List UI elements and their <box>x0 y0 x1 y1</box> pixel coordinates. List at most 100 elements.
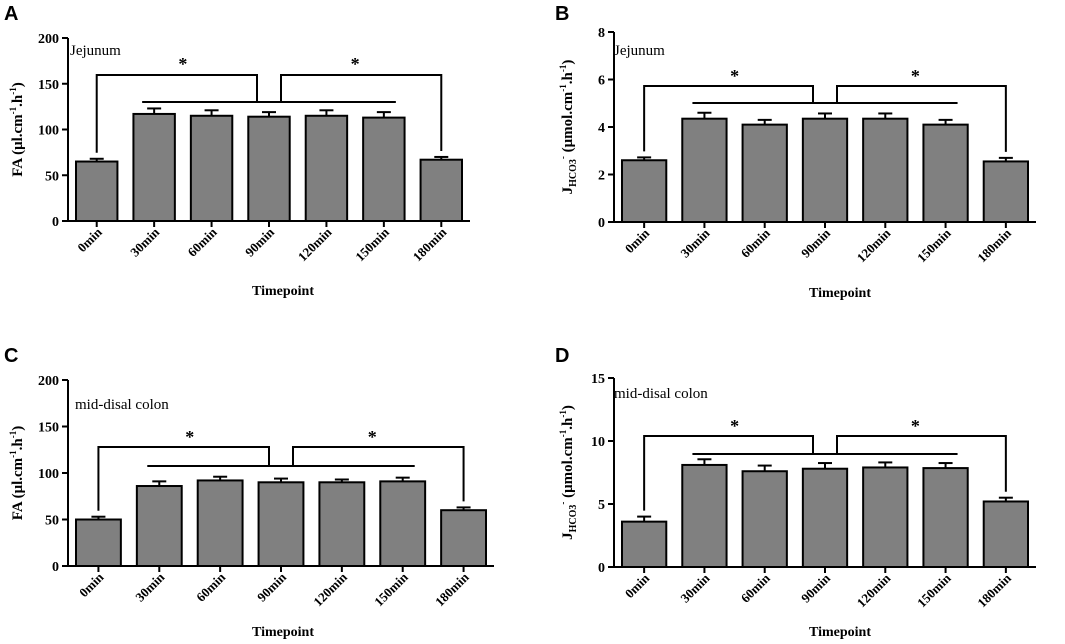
x-tick-label: 0min <box>76 569 107 600</box>
bar-150min <box>379 480 427 567</box>
y-axis-label: JHCO3- (μmol.cm-1.h-1) <box>558 60 579 195</box>
ylabel-part: -1 <box>8 87 18 95</box>
bar-90min <box>801 117 849 223</box>
y-tick-label: 0 <box>598 216 605 231</box>
significance-star: * <box>178 54 187 74</box>
x-tick-label: 180min <box>410 224 450 264</box>
ylabel-part: -1 <box>8 430 18 438</box>
bar-90min <box>247 115 291 222</box>
ylabel-part: ) <box>560 405 576 410</box>
x-tick-label: 60min <box>193 569 229 605</box>
x-tick-label: 120min <box>310 569 350 609</box>
bar-180min <box>982 500 1030 569</box>
panel-letter: B <box>555 3 569 25</box>
ylabel-part: -1 <box>8 106 18 114</box>
significance-bracket-left <box>95 74 258 153</box>
significance-star: * <box>911 66 920 86</box>
ylabel-part: ) <box>10 426 26 431</box>
x-tick-label: 90min <box>254 569 290 605</box>
y-tick-label: 10 <box>591 435 605 450</box>
bar-0min <box>75 160 119 222</box>
x-tick-label: 60min <box>738 570 774 606</box>
ylabel-part: -1 <box>558 429 568 437</box>
chart-panel-b: B 0 2 4 6 8 0min 30min 60min 90min 120min 150min 180… <box>555 3 1036 301</box>
y-tick-label: 5 <box>598 498 605 513</box>
x-axis-label: Timepoint <box>809 286 871 301</box>
bar-30min <box>681 117 728 223</box>
ylabel-part: - <box>558 156 568 159</box>
y-tick-label: 6 <box>598 74 605 89</box>
bar-60min <box>741 123 788 223</box>
y-axis-label: FA (μl.cm-1.h-1) <box>8 426 26 520</box>
ylabel-part: -1 <box>558 84 568 92</box>
bar-0min <box>621 520 668 569</box>
y-tick-label: 50 <box>45 514 59 529</box>
bar-30min <box>681 463 728 568</box>
y-tick-label: 4 <box>598 121 605 136</box>
x-tick-label: 90min <box>798 225 834 261</box>
ylabel-part: .h <box>10 438 26 451</box>
ylabel-part: .h <box>10 94 26 107</box>
y-tick-label: 100 <box>38 124 59 139</box>
y-tick-label: 150 <box>38 78 59 93</box>
y-axis-label: FA (μl.cm-1.h-1) <box>8 82 26 176</box>
bar-30min <box>132 112 176 222</box>
significance-bracket-right <box>280 74 443 151</box>
significance-bracket-right <box>292 446 465 502</box>
significance-bracket-left <box>643 435 814 511</box>
ylabel-part: -1 <box>558 410 568 418</box>
x-tick-label: 150min <box>914 570 954 610</box>
significance-star: * <box>730 416 739 436</box>
ylabel-part: J <box>560 186 576 194</box>
x-tick-label: 90min <box>242 224 278 260</box>
x-axis-label: Timepoint <box>252 625 314 640</box>
x-axis-label: Timepoint <box>252 284 314 299</box>
x-tick-label: 60min <box>185 224 221 260</box>
chart-panel-a: A 0 50 100 150 200 0min 30min 60min 90min 120min 15… <box>4 3 470 299</box>
ylabel-part: (μmol.cm <box>560 91 576 156</box>
x-tick-label: 150min <box>371 569 411 609</box>
y-tick-label: 15 <box>591 372 605 387</box>
x-tick-label: 30min <box>127 224 163 260</box>
y-tick-label: 150 <box>38 421 59 436</box>
panel-letter: D <box>555 345 569 367</box>
y-tick-label: 50 <box>45 169 59 184</box>
y-tick-label: 2 <box>598 169 605 184</box>
x-tick-label: 0min <box>74 224 105 255</box>
x-tick-label: 60min <box>738 225 774 261</box>
x-tick-label: 90min <box>798 570 834 606</box>
chart-panel-c: C 0 50 100 150 200 0min 30min 60min 90min 120min 15… <box>4 345 494 640</box>
y-tick-label: 200 <box>38 32 59 47</box>
bar-60min <box>189 114 234 222</box>
ylabel-part: -1 <box>8 450 18 458</box>
panel-annotation: Jejunum <box>614 43 665 59</box>
x-tick-label: 120min <box>854 225 894 265</box>
bar-150min <box>922 467 969 568</box>
x-tick-label: 180min <box>432 569 472 609</box>
y-tick-label: 0 <box>52 560 59 575</box>
bar-150min <box>362 116 406 222</box>
ylabel-part: (μmol.cm <box>560 437 576 502</box>
ylabel-part: FA (μl.cm <box>10 114 26 177</box>
bar-0min <box>621 159 668 223</box>
y-tick-label: 0 <box>598 561 605 576</box>
x-tick-label: 180min <box>974 570 1014 610</box>
bar-90min <box>257 481 305 567</box>
x-tick-label: 150min <box>914 225 954 265</box>
bar-60min <box>741 470 788 568</box>
ylabel-part: .h <box>560 71 576 84</box>
panel-annotation: mid-disal colon <box>614 386 708 402</box>
ylabel-part: ) <box>10 82 26 87</box>
x-tick-label: 30min <box>677 225 713 261</box>
significance-star: * <box>351 54 360 74</box>
significance-star: * <box>911 416 920 436</box>
x-tick-label: 30min <box>132 569 168 605</box>
ylabel-part: ) <box>560 60 576 65</box>
panel-annotation: Jejunum <box>70 43 121 59</box>
bar-120min <box>862 466 909 568</box>
ylabel-part: J <box>560 532 576 540</box>
bar-60min <box>196 479 244 567</box>
ylabel-part: HCO3 <box>568 505 579 533</box>
